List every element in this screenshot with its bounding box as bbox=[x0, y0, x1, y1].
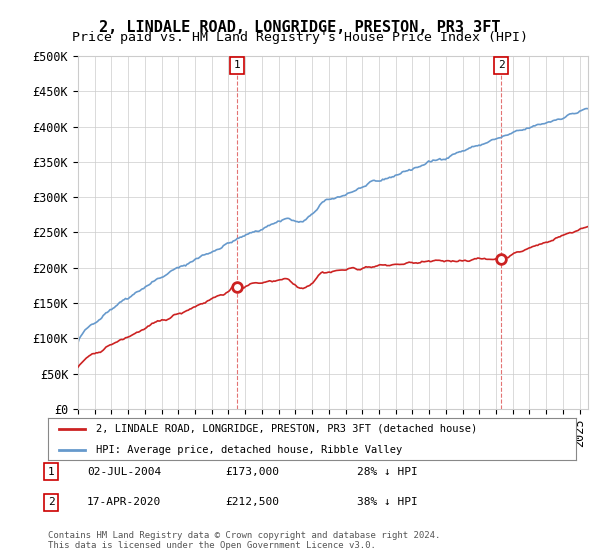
Text: Price paid vs. HM Land Registry's House Price Index (HPI): Price paid vs. HM Land Registry's House … bbox=[72, 31, 528, 44]
Text: 02-JUL-2004: 02-JUL-2004 bbox=[87, 466, 161, 477]
Text: HPI: Average price, detached house, Ribble Valley: HPI: Average price, detached house, Ribb… bbox=[95, 445, 402, 455]
Text: 1: 1 bbox=[47, 466, 55, 477]
Text: 2, LINDALE ROAD, LONGRIDGE, PRESTON, PR3 3FT: 2, LINDALE ROAD, LONGRIDGE, PRESTON, PR3… bbox=[99, 20, 501, 35]
Text: 2: 2 bbox=[497, 60, 505, 70]
Text: 17-APR-2020: 17-APR-2020 bbox=[87, 497, 161, 507]
Text: 28% ↓ HPI: 28% ↓ HPI bbox=[357, 466, 418, 477]
Text: Contains HM Land Registry data © Crown copyright and database right 2024.
This d: Contains HM Land Registry data © Crown c… bbox=[48, 530, 440, 550]
Text: 38% ↓ HPI: 38% ↓ HPI bbox=[357, 497, 418, 507]
Text: £212,500: £212,500 bbox=[225, 497, 279, 507]
Text: 2, LINDALE ROAD, LONGRIDGE, PRESTON, PR3 3FT (detached house): 2, LINDALE ROAD, LONGRIDGE, PRESTON, PR3… bbox=[95, 424, 477, 434]
Text: 2: 2 bbox=[47, 497, 55, 507]
Text: 1: 1 bbox=[233, 60, 240, 70]
Text: £173,000: £173,000 bbox=[225, 466, 279, 477]
